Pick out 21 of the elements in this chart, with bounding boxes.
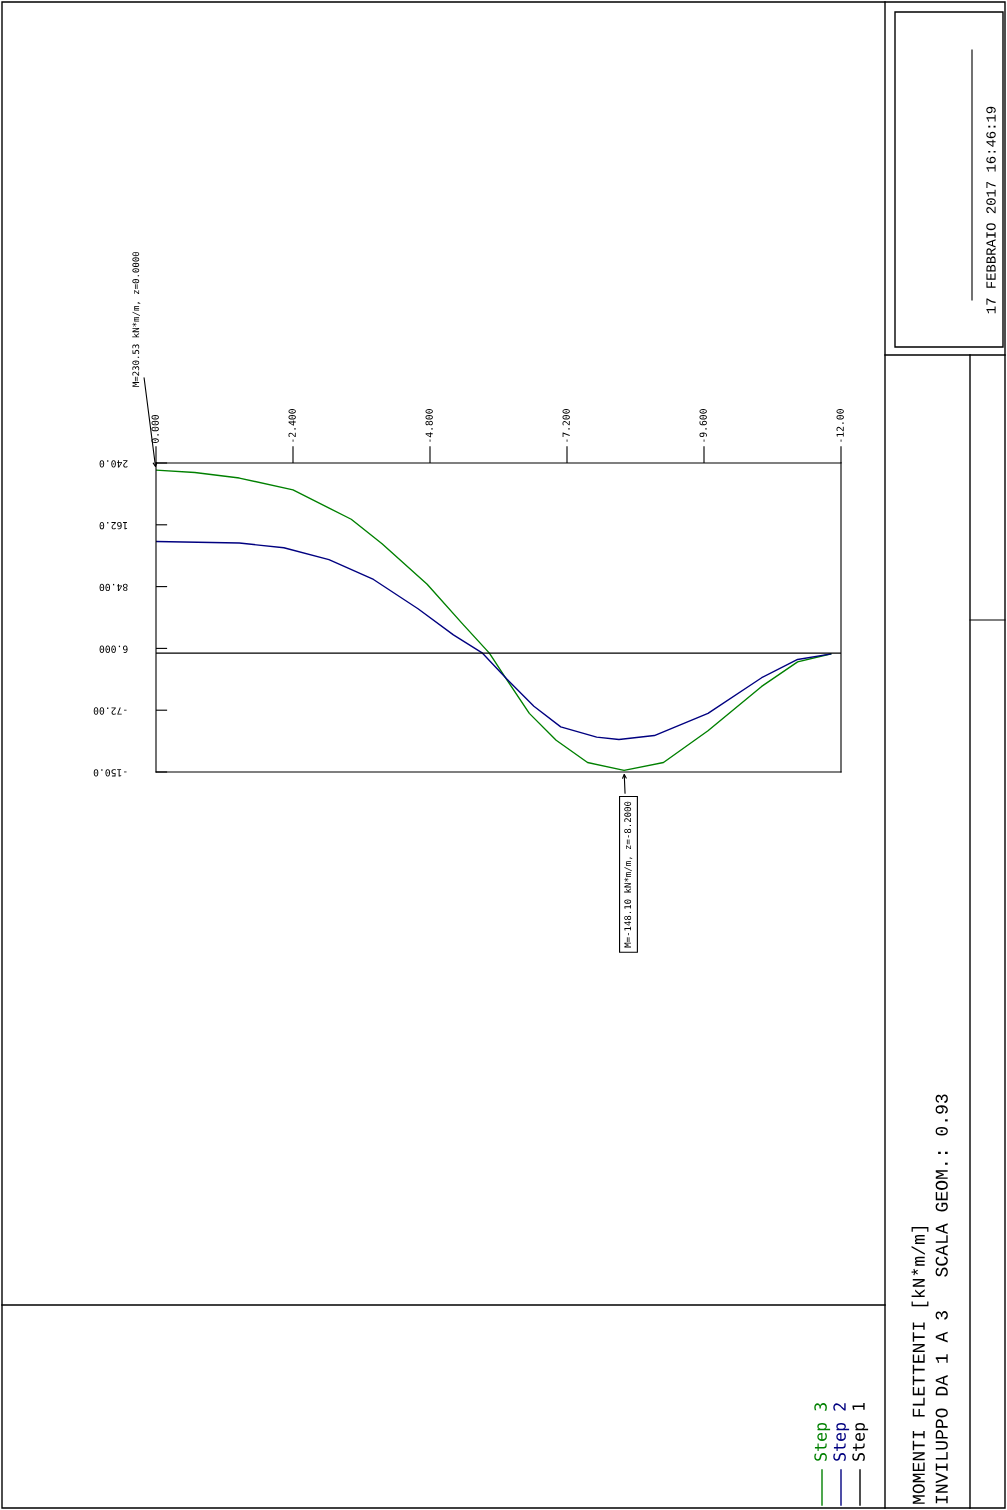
text: Step 3: [814, 1403, 831, 1461]
x-tick-label: 0.000: [151, 414, 159, 443]
annotation: M=230.53 kN*m/m, z=0.0000: [132, 251, 141, 387]
annotation: M=-148.10 kN*m/m, z=-8.2000: [624, 801, 633, 948]
y-tick-label: 6.000: [99, 645, 128, 653]
text: INVILUPPO DA 1 A 3 SCALA GEOM.: 0.93: [935, 1094, 948, 1504]
y-tick-label: 240.0: [99, 460, 128, 468]
x-tick-label: -2.400: [288, 409, 296, 442]
text: 17 FEBBRAIO 2017 16:46:19: [986, 106, 996, 314]
text: MOMENTI FLETTENTI [kN*m/m]: [911, 1226, 929, 1504]
text: Step 1: [852, 1402, 869, 1461]
y-tick-label: -150.0: [93, 769, 127, 777]
line-series: [156, 540, 832, 741]
x-tick-label: -12.00: [836, 409, 844, 442]
x-tick-label: -7.200: [562, 409, 570, 442]
x-tick-label: -9.600: [699, 409, 707, 442]
text: Step 2: [833, 1403, 850, 1461]
y-tick-label: -72.00: [93, 707, 127, 715]
y-tick-label: 84.00: [99, 583, 128, 592]
y-tick-label: 162.0: [99, 521, 128, 530]
x-tick-label: -4.800: [425, 409, 433, 442]
